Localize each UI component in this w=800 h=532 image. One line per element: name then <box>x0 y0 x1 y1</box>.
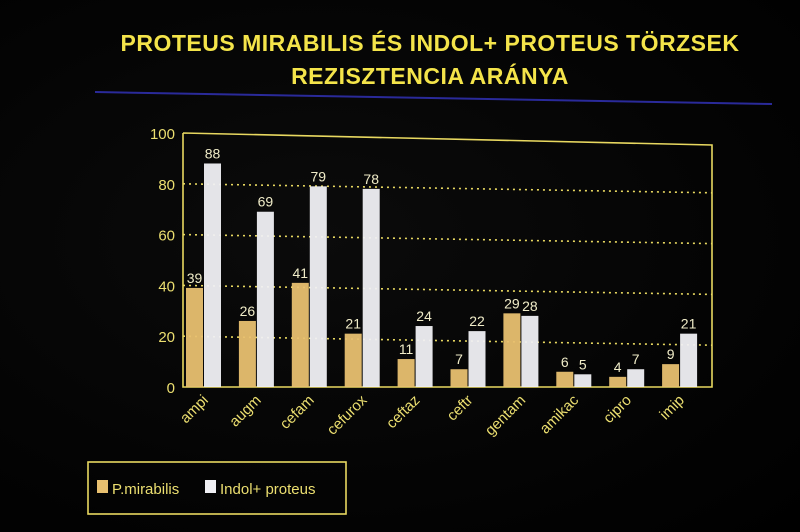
x-tick-label: imip <box>656 392 687 423</box>
gridline <box>182 284 713 296</box>
chart-title-line-2: REZISZTENCIA ARÁNYA <box>291 63 569 89</box>
data-label: 5 <box>579 356 587 372</box>
y-tick-label: 0 <box>167 380 175 397</box>
x-tick-label: ampi <box>177 392 212 427</box>
bar-p-mirabilis <box>186 287 203 387</box>
x-tick-label: augm <box>226 392 265 431</box>
x-tick-label: cefurox <box>324 391 371 438</box>
bar-indol-proteus <box>680 333 698 387</box>
bar-indol-proteus <box>204 163 221 387</box>
x-tick-label: gentam <box>482 392 529 439</box>
y-tick-label: 100 <box>150 126 175 143</box>
data-label: 26 <box>240 303 256 319</box>
x-tick-label: ceftr <box>444 392 477 425</box>
data-label: 24 <box>416 308 432 324</box>
data-label: 22 <box>469 313 485 329</box>
data-label: 7 <box>632 351 640 367</box>
legend-swatch-indol-proteus <box>205 480 216 493</box>
legend-swatch-p-mirabilis <box>97 480 108 493</box>
bar-p-mirabilis <box>238 320 256 387</box>
x-tick-label: ceftaz <box>383 392 423 432</box>
legend-box <box>87 461 347 515</box>
bar-indol-proteus <box>574 374 592 387</box>
bar-p-mirabilis <box>450 369 468 387</box>
y-tick-label: 60 <box>158 228 175 245</box>
data-label: 69 <box>258 194 274 210</box>
bar-indol-proteus <box>415 326 433 387</box>
bar-p-mirabilis <box>291 282 309 387</box>
gridline <box>182 233 713 245</box>
data-label: 78 <box>363 171 379 187</box>
gridline <box>182 335 713 346</box>
data-label: 21 <box>681 316 697 332</box>
bar-p-mirabilis <box>503 313 521 387</box>
x-tick-label: cipro <box>600 392 635 427</box>
data-label: 6 <box>561 354 569 370</box>
y-tick-label: 40 <box>158 278 175 295</box>
data-label: 28 <box>522 298 538 314</box>
bar-p-mirabilis <box>662 364 680 387</box>
bar-indol-proteus <box>521 315 539 387</box>
x-tick-label: amikac <box>537 391 583 437</box>
data-label: 7 <box>455 351 463 367</box>
data-label: 39 <box>187 270 203 286</box>
legend-label-indol-proteus: Indol+ proteus <box>220 481 316 498</box>
chart-title-line-1: PROTEUS MIRABILIS ÉS INDOL+ PROTEUS TÖRZ… <box>120 30 740 56</box>
data-label: 9 <box>667 346 675 362</box>
title-underline <box>94 91 773 105</box>
bar-indol-proteus <box>468 331 486 387</box>
y-tick-label: 80 <box>158 177 175 194</box>
gridline <box>182 183 713 194</box>
bar-p-mirabilis <box>556 371 574 387</box>
bar-p-mirabilis <box>397 359 415 387</box>
data-label: 21 <box>345 316 361 332</box>
data-label: 41 <box>293 265 309 281</box>
bar-indol-proteus <box>256 211 274 387</box>
bar-p-mirabilis <box>609 376 627 387</box>
data-label: 29 <box>504 295 520 311</box>
legend-label-p-mirabilis: P.mirabilis <box>112 481 179 498</box>
bar-p-mirabilis <box>344 333 362 387</box>
plot-frame <box>182 132 713 388</box>
data-label: 11 <box>399 341 414 357</box>
bar-indol-proteus <box>309 186 327 387</box>
y-tick-label: 20 <box>158 329 175 346</box>
data-label: 4 <box>614 359 622 375</box>
bar-indol-proteus <box>627 369 645 387</box>
bar-indol-proteus <box>362 188 380 387</box>
data-label: 79 <box>311 168 327 184</box>
x-tick-label: cefam <box>277 392 318 433</box>
data-label: 88 <box>205 145 221 161</box>
